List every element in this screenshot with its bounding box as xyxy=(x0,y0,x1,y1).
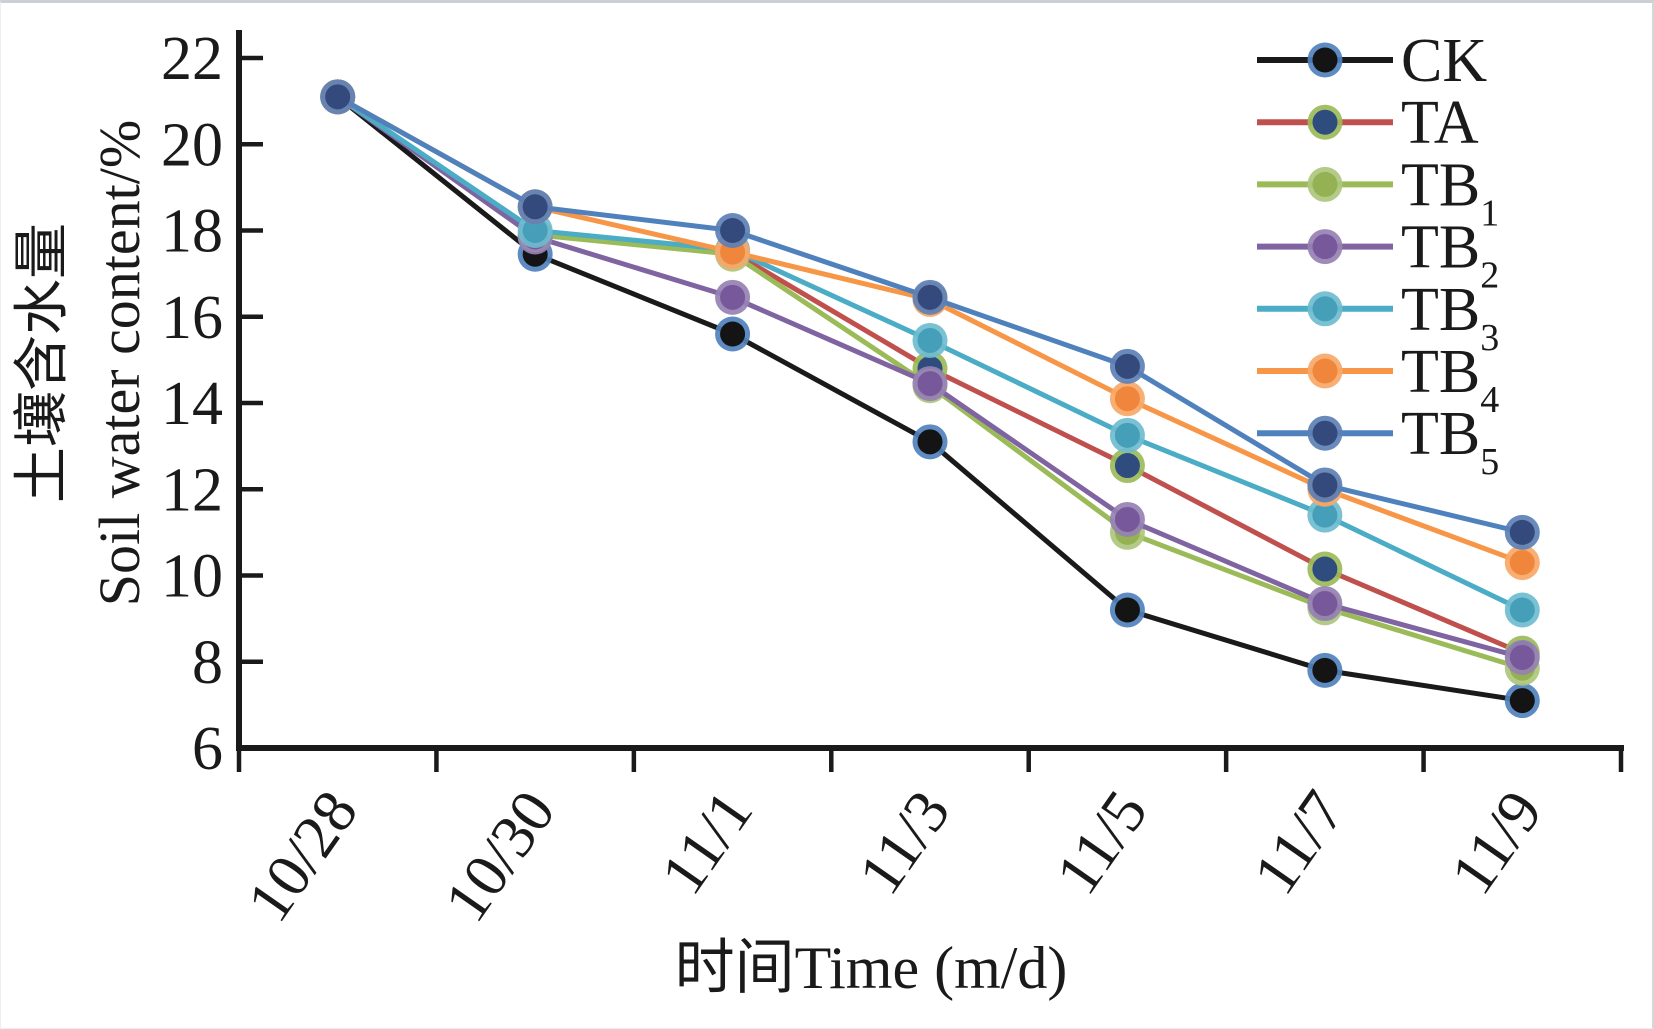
marker-TB5 xyxy=(1312,420,1338,446)
marker-TB2 xyxy=(1114,506,1140,532)
legend-item-TB2: TB2 xyxy=(1257,214,1499,297)
legend-item-TB3: TB3 xyxy=(1257,276,1499,359)
soil-water-content-line-chart: 6 8 10 12 14 16 18 20 22 10/28 10/30 11/1 11/3 11/5 11… xyxy=(12,25,1624,1001)
marker-TB3 xyxy=(1509,597,1535,623)
marker-TB5 xyxy=(917,284,943,310)
series-TB5 xyxy=(320,79,1540,550)
marker-TB5 xyxy=(325,84,351,110)
marker-TB3 xyxy=(917,327,943,353)
legend-item-TB1: TB1 xyxy=(1257,151,1499,234)
x-tick-label: 10/28 xyxy=(234,779,371,934)
legend-label: TB2 xyxy=(1401,214,1499,297)
x-tick-label: 11/1 xyxy=(648,779,766,906)
marker-TB5 xyxy=(522,194,548,220)
marker-TB5 xyxy=(1509,519,1535,545)
y-tick-label: 6 xyxy=(192,715,223,783)
marker-CK xyxy=(1509,688,1535,714)
x-tick-label: 11/9 xyxy=(1438,779,1556,906)
y-axis-title-zh: 土壤含水量 xyxy=(12,223,74,503)
marker-TB3 xyxy=(1312,502,1338,528)
marker-CK xyxy=(917,429,943,455)
x-tick-label: 11/7 xyxy=(1241,779,1359,906)
marker-TB4 xyxy=(1312,358,1338,384)
marker-CK xyxy=(1114,597,1140,623)
y-tick-label: 22 xyxy=(161,25,223,93)
marker-CK xyxy=(1312,47,1338,73)
marker-TB3 xyxy=(1312,296,1338,322)
marker-TB3 xyxy=(522,218,548,243)
legend-label: TA xyxy=(1401,89,1479,157)
legend-item-TA: TA xyxy=(1257,89,1479,157)
y-tick-label: 12 xyxy=(161,456,223,524)
marker-TB5 xyxy=(720,218,746,243)
marker-TB2 xyxy=(1312,234,1338,260)
legend-item-TB5: TB5 xyxy=(1257,400,1499,483)
y-tick-label: 16 xyxy=(161,284,223,352)
y-tick-label: 18 xyxy=(161,198,223,266)
marker-TB5 xyxy=(1312,472,1338,498)
series-TB2 xyxy=(320,79,1540,675)
legend-label: TB4 xyxy=(1401,338,1499,421)
y-tick-label: 20 xyxy=(161,111,223,179)
marker-TB2 xyxy=(1312,591,1338,617)
legend-item-TB4: TB4 xyxy=(1257,338,1499,421)
marker-CK xyxy=(720,321,746,347)
legend-label: TB1 xyxy=(1401,151,1499,234)
marker-TB1 xyxy=(1312,171,1338,197)
legend-label: TB3 xyxy=(1401,276,1499,359)
x-axis-title: 时间Time (m/d) xyxy=(675,935,1068,1001)
x-tick-label: 11/3 xyxy=(846,779,964,906)
y-tick-label: 8 xyxy=(192,629,223,697)
y-tick-label: 10 xyxy=(161,543,223,611)
legend-label: CK xyxy=(1401,27,1487,95)
y-axis-title-en: Soil water content/% xyxy=(87,120,152,606)
marker-TB3 xyxy=(1114,422,1140,448)
legend-item-CK: CK xyxy=(1257,27,1487,95)
marker-TB2 xyxy=(917,371,943,397)
marker-TA xyxy=(1312,109,1338,135)
x-tick-label: 11/5 xyxy=(1043,779,1161,906)
marker-CK xyxy=(1312,657,1338,683)
legend-label: TB5 xyxy=(1401,400,1499,483)
marker-TB5 xyxy=(1114,353,1140,379)
marker-TB4 xyxy=(1114,386,1140,412)
marker-TA xyxy=(1312,556,1338,582)
marker-TB2 xyxy=(1509,644,1535,670)
series-TB3 xyxy=(320,79,1540,628)
marker-TA xyxy=(1114,453,1140,479)
y-tick-label: 14 xyxy=(161,370,223,438)
x-tick-label: 10/30 xyxy=(432,779,569,934)
marker-TB4 xyxy=(1509,550,1535,576)
marker-TB2 xyxy=(720,284,746,310)
